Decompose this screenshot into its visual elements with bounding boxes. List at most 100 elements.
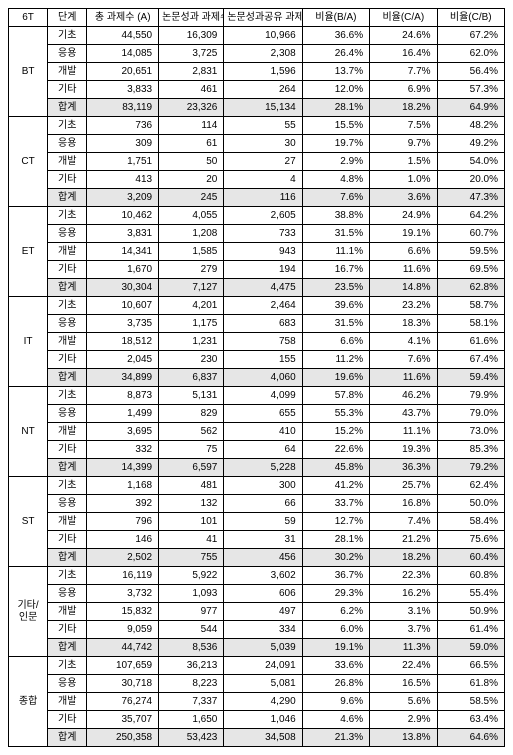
step-cell: 기타: [48, 261, 87, 279]
value-cell: 19.7%: [302, 135, 369, 153]
value-cell: 6,597: [159, 459, 224, 477]
value-cell: 11.1%: [302, 243, 369, 261]
value-cell: 8,223: [159, 675, 224, 693]
table-row: 기타146413128.1%21.2%75.6%: [9, 531, 505, 549]
value-cell: 24.6%: [370, 27, 437, 45]
value-cell: 60.4%: [437, 549, 504, 567]
table-row: ET기초10,4624,0552,60538.8%24.9%64.2%: [9, 207, 505, 225]
step-cell: 개발: [48, 153, 87, 171]
value-cell: 15,134: [224, 99, 302, 117]
value-cell: 194: [224, 261, 302, 279]
table-row: 기타35,7071,6501,0464.6%2.9%63.4%: [9, 711, 505, 729]
value-cell: 29.3%: [302, 585, 369, 603]
value-cell: 4.8%: [302, 171, 369, 189]
table-row: 개발14,3411,58594311.1%6.6%59.5%: [9, 243, 505, 261]
value-cell: 62.4%: [437, 477, 504, 495]
step-cell: 기타: [48, 81, 87, 99]
value-cell: 5,039: [224, 639, 302, 657]
value-cell: 28.1%: [302, 531, 369, 549]
table-row: 개발7961015912.7%7.4%58.4%: [9, 513, 505, 531]
value-cell: 132: [159, 495, 224, 513]
value-cell: 1,168: [87, 477, 159, 495]
value-cell: 19.6%: [302, 369, 369, 387]
table-row: IT기초10,6074,2012,46439.6%23.2%58.7%: [9, 297, 505, 315]
value-cell: 79.2%: [437, 459, 504, 477]
value-cell: 16,119: [87, 567, 159, 585]
step-cell: 기타: [48, 621, 87, 639]
value-cell: 83,119: [87, 99, 159, 117]
value-cell: 76,274: [87, 693, 159, 711]
value-cell: 250,358: [87, 729, 159, 747]
value-cell: 36.6%: [302, 27, 369, 45]
group-name: CT: [9, 117, 48, 207]
value-cell: 34,508: [224, 729, 302, 747]
value-cell: 41.2%: [302, 477, 369, 495]
value-cell: 41: [159, 531, 224, 549]
value-cell: 11.1%: [370, 423, 437, 441]
value-cell: 79.9%: [437, 387, 504, 405]
table-row: 기타332756422.6%19.3%85.3%: [9, 441, 505, 459]
table-row: 합계3,2092451167.6%3.6%47.3%: [9, 189, 505, 207]
value-cell: 15.2%: [302, 423, 369, 441]
table-row: 기타3,83346126412.0%6.9%57.3%: [9, 81, 505, 99]
value-cell: 50.9%: [437, 603, 504, 621]
value-cell: 736: [87, 117, 159, 135]
step-cell: 기초: [48, 117, 87, 135]
value-cell: 31: [224, 531, 302, 549]
value-cell: 79.0%: [437, 405, 504, 423]
col-b: 논문성과 과제수(B): [159, 9, 224, 27]
step-cell: 개발: [48, 333, 87, 351]
table-row: 개발20,6512,8311,59613.7%7.7%56.4%: [9, 63, 505, 81]
value-cell: 9.6%: [302, 693, 369, 711]
step-cell: 개발: [48, 693, 87, 711]
col-c: 논문성과공유 과제수(C): [224, 9, 302, 27]
value-cell: 85.3%: [437, 441, 504, 459]
value-cell: 733: [224, 225, 302, 243]
value-cell: 829: [159, 405, 224, 423]
step-cell: 기초: [48, 387, 87, 405]
value-cell: 28.1%: [302, 99, 369, 117]
value-cell: 12.7%: [302, 513, 369, 531]
table-row: 합계2,50275545630.2%18.2%60.4%: [9, 549, 505, 567]
value-cell: 21.2%: [370, 531, 437, 549]
group-name: 종합: [9, 657, 48, 747]
group-name: NT: [9, 387, 48, 477]
value-cell: 33.7%: [302, 495, 369, 513]
value-cell: 7.6%: [370, 351, 437, 369]
value-cell: 44,550: [87, 27, 159, 45]
step-cell: 응용: [48, 585, 87, 603]
value-cell: 20,651: [87, 63, 159, 81]
value-cell: 59.0%: [437, 639, 504, 657]
value-cell: 943: [224, 243, 302, 261]
table-row: 응용3,7321,09360629.3%16.2%55.4%: [9, 585, 505, 603]
step-cell: 기초: [48, 477, 87, 495]
value-cell: 36.3%: [370, 459, 437, 477]
step-cell: 기초: [48, 207, 87, 225]
step-cell: 합계: [48, 459, 87, 477]
value-cell: 50.0%: [437, 495, 504, 513]
value-cell: 11.6%: [370, 261, 437, 279]
col-ba: 비율(B/A): [302, 9, 369, 27]
value-cell: 75: [159, 441, 224, 459]
value-cell: 58.4%: [437, 513, 504, 531]
col-step: 단계: [48, 9, 87, 27]
value-cell: 58.7%: [437, 297, 504, 315]
step-cell: 기타: [48, 711, 87, 729]
value-cell: 5,228: [224, 459, 302, 477]
table-row: 기타1,67027919416.7%11.6%69.5%: [9, 261, 505, 279]
table-row: 개발3,69556241015.2%11.1%73.0%: [9, 423, 505, 441]
value-cell: 36.7%: [302, 567, 369, 585]
value-cell: 12.0%: [302, 81, 369, 99]
value-cell: 31.5%: [302, 225, 369, 243]
value-cell: 23.2%: [370, 297, 437, 315]
value-cell: 7.7%: [370, 63, 437, 81]
value-cell: 14,085: [87, 45, 159, 63]
value-cell: 461: [159, 81, 224, 99]
value-cell: 39.6%: [302, 297, 369, 315]
step-cell: 기타: [48, 441, 87, 459]
value-cell: 4,099: [224, 387, 302, 405]
value-cell: 26.4%: [302, 45, 369, 63]
value-cell: 114: [159, 117, 224, 135]
value-cell: 35,707: [87, 711, 159, 729]
step-cell: 기초: [48, 27, 87, 45]
